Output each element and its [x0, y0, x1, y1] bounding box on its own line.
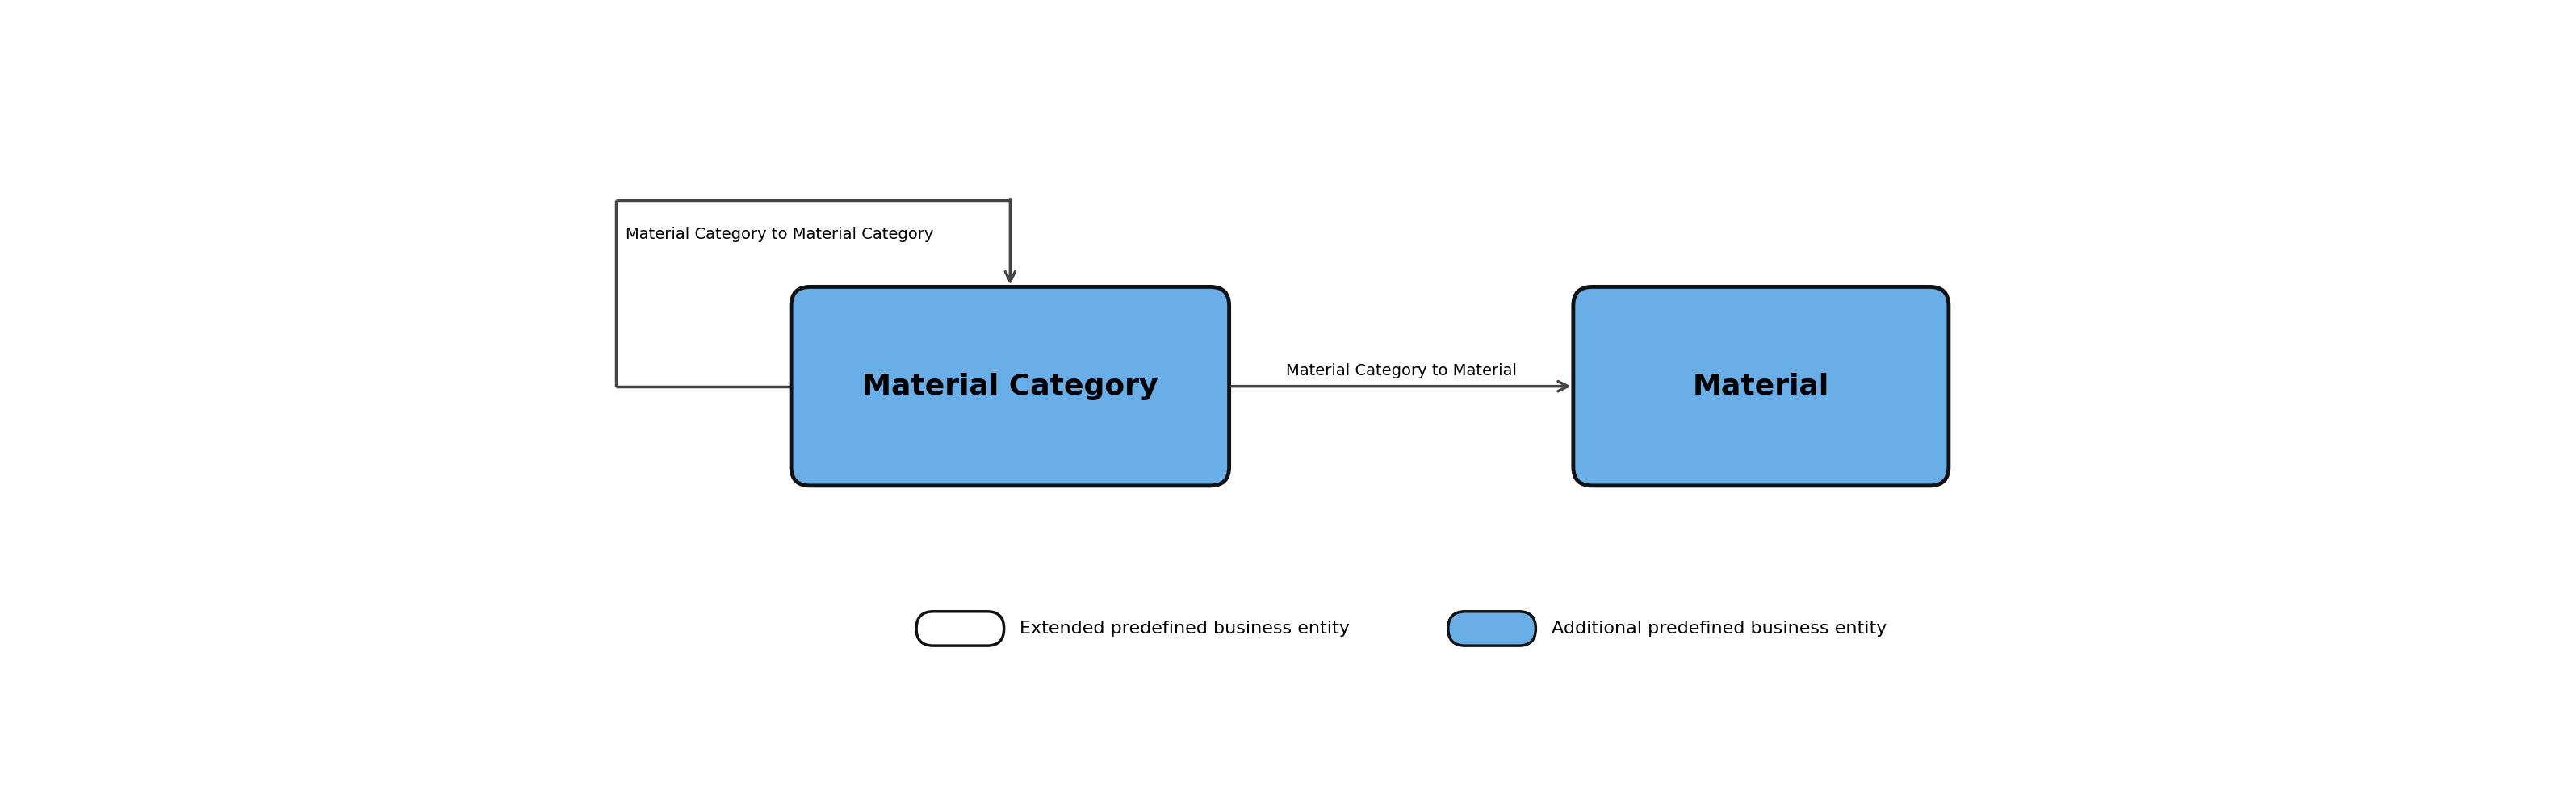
Text: Material: Material — [1692, 372, 1829, 400]
Text: Material Category to Material Category: Material Category to Material Category — [626, 226, 933, 242]
FancyBboxPatch shape — [1448, 611, 1535, 646]
Text: Material Category: Material Category — [863, 372, 1159, 400]
FancyBboxPatch shape — [791, 287, 1229, 486]
Text: Additional predefined business entity: Additional predefined business entity — [1551, 620, 1886, 637]
FancyBboxPatch shape — [1574, 287, 1947, 486]
Text: Extended predefined business entity: Extended predefined business entity — [1020, 620, 1350, 637]
FancyBboxPatch shape — [917, 611, 1005, 646]
Text: Material Category to Material: Material Category to Material — [1285, 363, 1517, 379]
